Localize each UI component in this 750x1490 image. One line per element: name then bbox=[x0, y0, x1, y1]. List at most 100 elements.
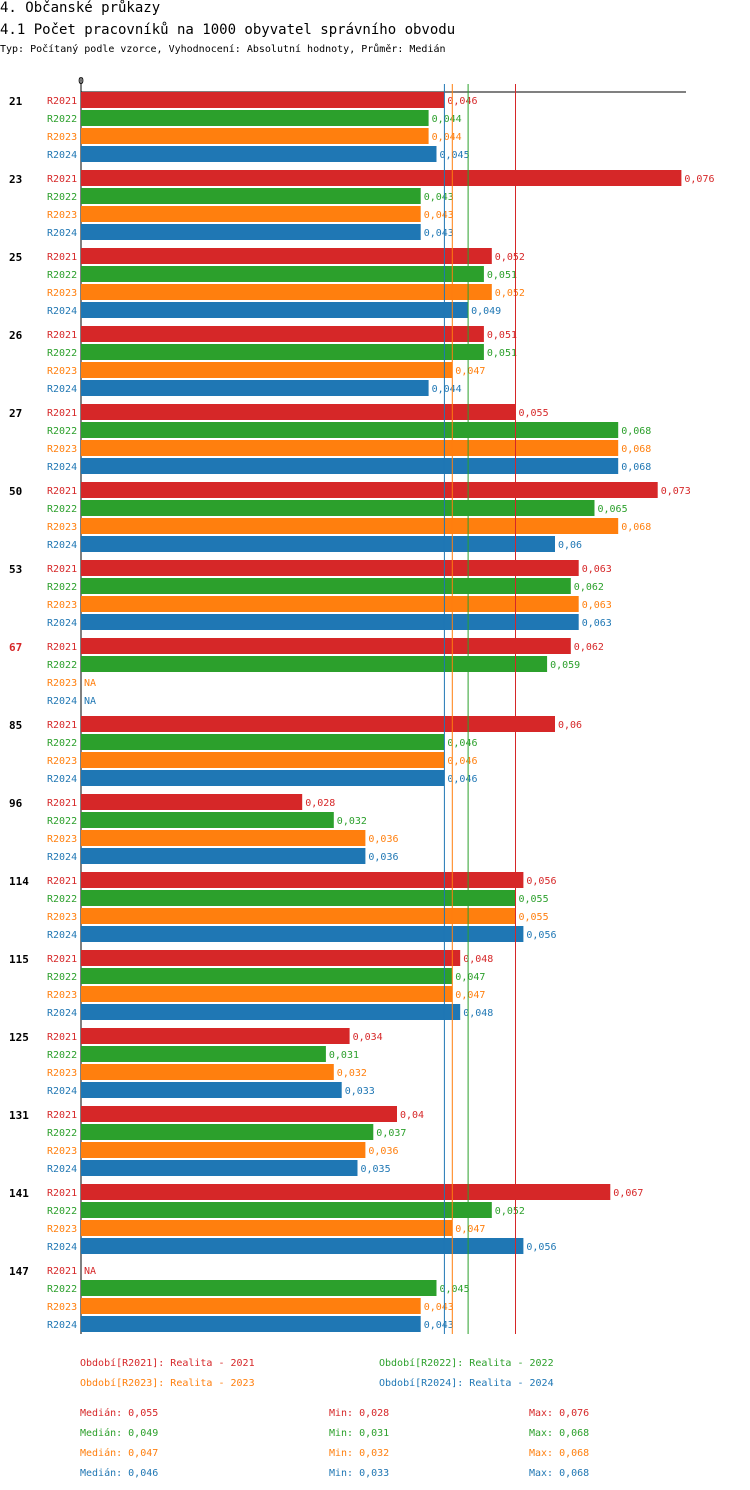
bar bbox=[81, 1298, 421, 1314]
bar bbox=[81, 458, 619, 474]
series-label: R2023 bbox=[47, 756, 77, 767]
category-label: 141 bbox=[9, 1187, 29, 1200]
series-label: R2021 bbox=[47, 96, 77, 107]
category-label: 114 bbox=[9, 875, 29, 888]
data-label: 0,065 bbox=[598, 504, 628, 515]
data-label: 0,06 bbox=[558, 540, 582, 551]
bar bbox=[81, 830, 366, 846]
category-label: 26 bbox=[9, 329, 23, 342]
bar bbox=[81, 92, 445, 108]
stat-max: Max: 0,068 bbox=[529, 1428, 589, 1439]
bar bbox=[81, 404, 516, 420]
series-label: R2024 bbox=[47, 1086, 77, 1097]
bar bbox=[81, 596, 579, 612]
series-label: R2024 bbox=[47, 696, 77, 707]
series-label: R2024 bbox=[47, 228, 77, 239]
data-label: 0,032 bbox=[337, 816, 367, 827]
bar bbox=[81, 1160, 358, 1176]
series-label: R2021 bbox=[47, 1110, 77, 1121]
series-label: R2022 bbox=[47, 816, 77, 827]
series-label: R2024 bbox=[47, 1242, 77, 1253]
chart-subtitle: Typ: Počítaný podle vzorce, Vyhodnocení:… bbox=[0, 44, 446, 55]
data-label: 0,068 bbox=[621, 522, 651, 533]
bar bbox=[81, 536, 555, 552]
bar bbox=[81, 248, 492, 264]
bar bbox=[81, 206, 421, 222]
series-label: R2024 bbox=[47, 462, 77, 473]
data-label: 0,031 bbox=[329, 1050, 359, 1061]
bar bbox=[81, 1064, 334, 1080]
data-label: 0,046 bbox=[447, 774, 477, 785]
series-label: R2021 bbox=[47, 564, 77, 575]
bar bbox=[81, 812, 334, 828]
series-label: R2023 bbox=[47, 1224, 77, 1235]
bar bbox=[81, 848, 366, 864]
bar bbox=[81, 1220, 453, 1236]
series-label: R2024 bbox=[47, 306, 77, 317]
series-label: R2024 bbox=[47, 384, 77, 395]
legend-item: Období[R2024]: Realita - 2024 bbox=[379, 1377, 554, 1389]
legend-item: Období[R2022]: Realita - 2022 bbox=[379, 1357, 554, 1369]
data-label: 0,056 bbox=[526, 930, 556, 941]
bar bbox=[81, 224, 421, 240]
series-label: R2023 bbox=[47, 990, 77, 1001]
category-label: 85 bbox=[9, 719, 22, 732]
data-label: 0,068 bbox=[621, 444, 651, 455]
series-label: R2024 bbox=[47, 618, 77, 629]
bar bbox=[81, 1124, 374, 1140]
data-label: 0,051 bbox=[487, 348, 517, 359]
data-label: 0,067 bbox=[613, 1188, 643, 1199]
data-label: 0,068 bbox=[621, 462, 651, 473]
bar bbox=[81, 872, 524, 888]
data-label: 0,06 bbox=[558, 720, 582, 731]
data-label: 0,046 bbox=[447, 96, 477, 107]
series-label: R2022 bbox=[47, 1284, 77, 1295]
category-label: 115 bbox=[9, 953, 29, 966]
bar bbox=[81, 266, 484, 282]
data-label: 0,062 bbox=[574, 582, 604, 593]
series-label: R2024 bbox=[47, 1320, 77, 1331]
data-label: 0,045 bbox=[440, 1284, 470, 1295]
series-label: R2022 bbox=[47, 894, 77, 905]
series-label: R2022 bbox=[47, 738, 77, 749]
series-label: R2023 bbox=[47, 210, 77, 221]
data-label: 0,047 bbox=[455, 972, 485, 983]
series-label: R2021 bbox=[47, 954, 77, 965]
bar bbox=[81, 284, 492, 300]
legend-item: Období[R2023]: Realita - 2023 bbox=[80, 1377, 255, 1389]
series-label: R2023 bbox=[47, 444, 77, 455]
data-label: 0,043 bbox=[424, 228, 454, 239]
series-label: R2021 bbox=[47, 174, 77, 185]
series-label: R2024 bbox=[47, 540, 77, 551]
series-label: R2022 bbox=[47, 504, 77, 515]
stat-max: Max: 0,068 bbox=[529, 1448, 589, 1459]
bar bbox=[81, 1184, 611, 1200]
data-label: 0,043 bbox=[424, 1302, 454, 1313]
stat-max: Max: 0,068 bbox=[529, 1468, 589, 1479]
series-label: R2022 bbox=[47, 348, 77, 359]
series-label: R2022 bbox=[47, 114, 77, 125]
data-label: 0,046 bbox=[447, 756, 477, 767]
data-label: 0,044 bbox=[432, 132, 462, 143]
bar bbox=[81, 1238, 524, 1254]
data-label: 0,034 bbox=[353, 1032, 383, 1043]
category-label: 53 bbox=[9, 563, 22, 576]
data-label: 0,045 bbox=[440, 150, 470, 161]
bar bbox=[81, 560, 579, 576]
na-label: NA bbox=[84, 696, 96, 707]
data-label: 0,076 bbox=[684, 174, 714, 185]
stat-max: Max: 0,076 bbox=[529, 1408, 589, 1419]
bar bbox=[81, 326, 484, 342]
category-label: 27 bbox=[9, 407, 22, 420]
series-label: R2022 bbox=[47, 660, 77, 671]
data-label: 0,068 bbox=[621, 426, 651, 437]
series-label: R2021 bbox=[47, 1266, 77, 1277]
series-label: R2021 bbox=[47, 1032, 77, 1043]
category-label: 131 bbox=[9, 1109, 29, 1122]
bar bbox=[81, 170, 682, 186]
data-label: 0,036 bbox=[368, 852, 398, 863]
data-label: 0,032 bbox=[337, 1068, 367, 1079]
data-label: 0,052 bbox=[495, 1206, 525, 1217]
data-label: 0,047 bbox=[455, 366, 485, 377]
bar bbox=[81, 770, 445, 786]
